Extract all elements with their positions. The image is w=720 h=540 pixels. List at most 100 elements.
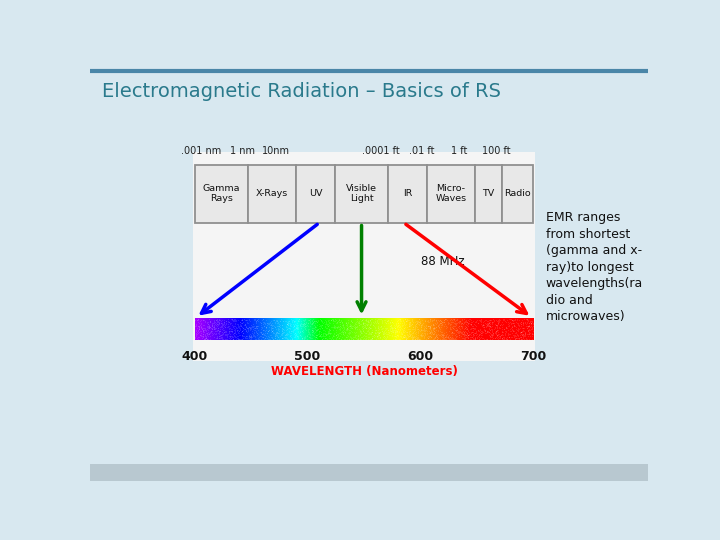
Point: [522, 329, 534, 338]
Point: [330, 323, 342, 332]
Point: [526, 330, 537, 339]
Point: [217, 325, 229, 334]
Point: [233, 328, 244, 336]
Text: Electromagnetic Radiation – Basics of RS: Electromagnetic Radiation – Basics of RS: [102, 82, 500, 101]
Point: [490, 321, 502, 330]
Point: [463, 330, 474, 339]
Point: [346, 333, 357, 342]
Point: [424, 322, 436, 331]
Point: [446, 336, 458, 345]
Point: [325, 335, 336, 344]
Point: [341, 321, 353, 329]
Point: [246, 335, 257, 343]
Point: [246, 322, 257, 330]
Point: [215, 330, 226, 339]
Point: [361, 329, 372, 338]
Point: [470, 321, 482, 330]
Point: [335, 325, 346, 333]
Point: [364, 325, 375, 333]
Point: [233, 322, 245, 330]
Point: [436, 317, 447, 326]
Point: [319, 318, 330, 326]
Point: [192, 327, 203, 336]
Point: [526, 319, 537, 328]
Point: [390, 328, 402, 337]
Point: [336, 315, 347, 324]
Point: [462, 327, 474, 336]
Point: [336, 318, 347, 327]
Point: [266, 324, 278, 333]
Point: [458, 329, 469, 338]
Point: [359, 321, 371, 329]
Point: [354, 325, 365, 333]
Point: [360, 320, 372, 328]
Point: [429, 318, 441, 327]
Point: [233, 335, 245, 343]
Point: [210, 326, 222, 335]
Point: [475, 333, 487, 341]
Point: [230, 316, 241, 325]
Point: [510, 331, 522, 340]
Point: [417, 331, 428, 340]
Point: [403, 319, 415, 328]
Text: EMR ranges
from shortest
(gamma and x-
ray)to longest
wavelengths(ra
dio and
mic: EMR ranges from shortest (gamma and x- r…: [546, 211, 643, 323]
Point: [518, 318, 529, 326]
Point: [434, 325, 446, 333]
Point: [517, 333, 528, 341]
Point: [501, 333, 513, 342]
Point: [218, 327, 230, 336]
Point: [328, 321, 339, 329]
Point: [299, 315, 310, 324]
Point: [348, 321, 360, 329]
Point: [267, 329, 279, 338]
Point: [433, 324, 445, 333]
Point: [471, 329, 482, 338]
Point: [324, 319, 336, 327]
Point: [469, 333, 481, 342]
Point: [204, 327, 215, 336]
Point: [431, 331, 443, 340]
Point: [211, 320, 222, 328]
Point: [487, 331, 498, 340]
Point: [304, 318, 315, 327]
Point: [216, 334, 228, 343]
Point: [233, 333, 244, 342]
Point: [209, 316, 220, 325]
Point: [476, 330, 487, 339]
Point: [351, 322, 363, 330]
Point: [402, 335, 413, 344]
Point: [276, 330, 287, 339]
Point: [277, 329, 289, 338]
Point: [390, 333, 402, 341]
Point: [213, 315, 225, 324]
Point: [358, 334, 369, 342]
Point: [466, 333, 477, 341]
Point: [356, 328, 367, 336]
Point: [446, 318, 457, 327]
Point: [523, 329, 534, 338]
Point: [372, 322, 384, 330]
Point: [453, 323, 464, 332]
Point: [278, 326, 289, 334]
Point: [199, 335, 211, 343]
Point: [202, 336, 214, 345]
Point: [213, 319, 225, 328]
Point: [200, 334, 212, 342]
Point: [431, 320, 442, 329]
Point: [510, 316, 521, 325]
Point: [337, 322, 348, 331]
Point: [202, 328, 213, 337]
Point: [436, 330, 448, 339]
Text: .0001 ft: .0001 ft: [362, 146, 400, 156]
Point: [497, 327, 508, 335]
Point: [335, 335, 346, 344]
Point: [359, 323, 371, 332]
Point: [508, 330, 520, 339]
Point: [453, 317, 464, 326]
Point: [315, 317, 326, 326]
Point: [380, 334, 392, 342]
Point: [467, 332, 479, 340]
Point: [400, 315, 411, 323]
Point: [210, 323, 222, 332]
Point: [455, 335, 467, 344]
